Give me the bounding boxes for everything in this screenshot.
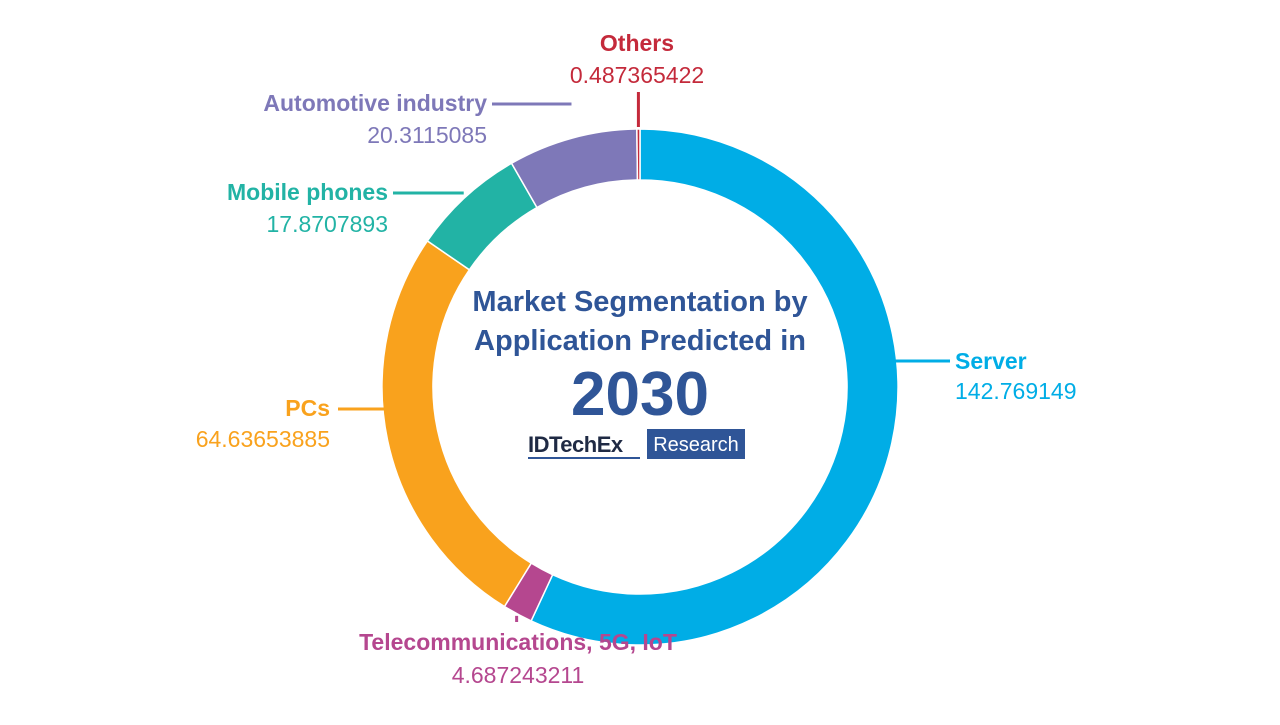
value-label: 20.3115085 xyxy=(367,122,487,148)
slice-server xyxy=(530,128,899,646)
donut-slices xyxy=(381,128,899,646)
slice-labels: Server 142.769149 Telecommunications, 5G, … xyxy=(196,30,1077,688)
idtechex-logo: IDTechEx Research xyxy=(528,429,745,459)
value-label: 4.687243211 xyxy=(452,662,585,688)
label-leader-lines xyxy=(338,92,950,622)
center-title-block: Market Segmentation by Application Predi… xyxy=(472,286,807,429)
logo-research-box xyxy=(647,429,745,459)
slice-automotive-industry xyxy=(510,128,639,209)
category-label: Telecommunications, 5G, IoT xyxy=(359,629,677,655)
chart-title-line-1: Market Segmentation by xyxy=(472,286,807,318)
logo-research-text: Research xyxy=(653,434,739,456)
category-label: Mobile phones xyxy=(227,179,388,205)
value-label: 17.8707893 xyxy=(266,211,388,237)
chart-title-line-2: Application Predicted in xyxy=(474,325,806,357)
chart-year: 2030 xyxy=(571,360,709,429)
category-label: Server xyxy=(955,348,1027,374)
category-label: Automotive industry xyxy=(263,90,487,116)
category-label: Others xyxy=(600,30,674,56)
slice-others xyxy=(636,128,641,181)
value-label: 64.63653885 xyxy=(196,426,330,452)
value-label: 0.487365422 xyxy=(570,62,704,88)
category-label: PCs xyxy=(285,395,330,421)
value-label: 142.769149 xyxy=(955,378,1077,404)
logo-wordmark: IDTechEx xyxy=(528,432,624,457)
